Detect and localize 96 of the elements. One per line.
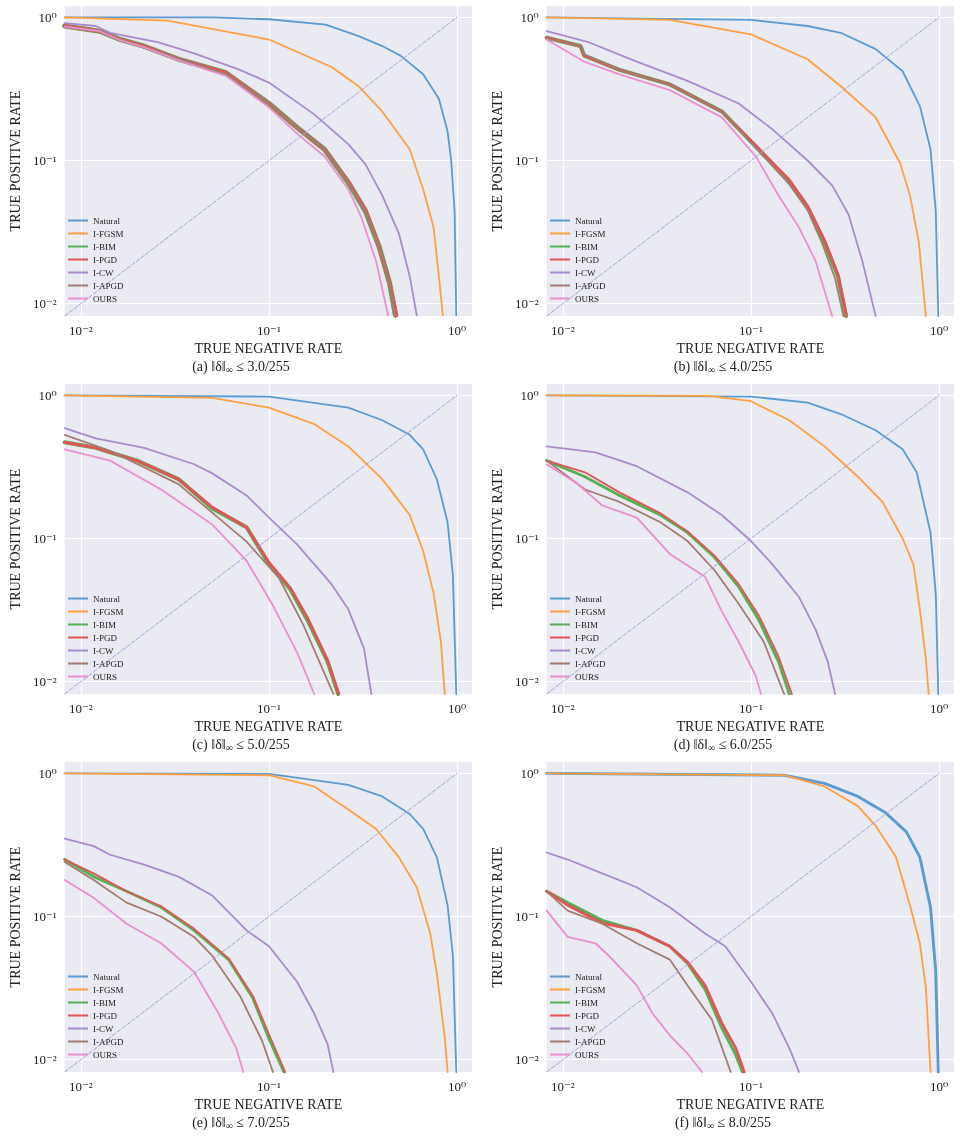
legend-label: I-FGSM (93, 606, 124, 617)
y-axis-title: TRUE POSITIVE RATE (489, 846, 505, 988)
x-tick-label: 10⁰ (448, 323, 467, 338)
y-tick-label: 10⁻² (514, 674, 539, 690)
y-tick-label: 10⁻¹ (514, 909, 539, 924)
legend-label: Natural (93, 215, 121, 226)
y-tick-label: 10⁰ (38, 765, 57, 781)
legend-label: I-FGSM (93, 228, 124, 239)
legend-label: I-FGSM (575, 984, 606, 995)
legend-label: I-APGD (93, 1036, 124, 1047)
legend-label: I-APGD (575, 1036, 606, 1047)
legend-label: Natural (575, 971, 603, 982)
legend-label: I-PGD (575, 632, 600, 643)
y-tick-label: 10⁰ (520, 9, 539, 25)
x-tick-label: 10⁻¹ (257, 323, 281, 338)
legend-label: I-APGD (575, 280, 606, 291)
legend-label: OURS (93, 1049, 118, 1060)
x-axis-title: TRUE NEGATIVE RATE (676, 719, 825, 735)
y-tick-label: 10⁻¹ (32, 153, 57, 168)
legend-label: I-CW (93, 645, 114, 656)
legend-label: I-APGD (93, 280, 124, 291)
y-tick-label: 10⁰ (38, 387, 57, 403)
legend-label: I-PGD (93, 1010, 118, 1021)
x-tick-label: 10⁰ (930, 701, 949, 716)
x-tick-label: 10⁻¹ (739, 323, 763, 338)
x-tick-label: 10⁻² (550, 323, 575, 338)
legend-label: I-BIM (93, 619, 116, 630)
legend-label: OURS (93, 293, 118, 304)
legend-label: Natural (93, 971, 121, 982)
text: (a) ‖δ‖∞ ≤ 3.0/255 (192, 358, 290, 375)
legend-label: I-APGD (575, 658, 606, 669)
y-axis-title: TRUE POSITIVE RATE (489, 90, 505, 232)
x-tick-label: 10⁰ (448, 1079, 467, 1094)
x-axis-title: TRUE NEGATIVE RATE (194, 1097, 343, 1113)
text: (f) ‖δ‖∞ ≤ 8.0/255 (674, 1114, 772, 1131)
y-tick-label: 10⁰ (520, 765, 539, 781)
legend-label: Natural (575, 215, 603, 226)
text: (e) ‖δ‖∞ ≤ 7.0/255 (192, 1114, 290, 1131)
legend-label: OURS (575, 293, 600, 304)
legend-label: I-FGSM (93, 984, 124, 995)
legend-label: Natural (93, 593, 121, 604)
x-tick-label: 10⁻¹ (739, 1079, 763, 1094)
text: (d) ‖δ‖∞ ≤ 6.0/255 (673, 736, 773, 753)
legend-label: I-BIM (575, 241, 598, 252)
y-tick-label: 10⁻¹ (514, 531, 539, 546)
x-axis-title: TRUE NEGATIVE RATE (194, 719, 343, 735)
legend-label: I-PGD (575, 254, 600, 265)
legend-label: I-PGD (93, 632, 118, 643)
y-tick-label: 10⁻² (32, 674, 57, 690)
legend-label: I-FGSM (575, 606, 606, 617)
y-tick-label: 10⁰ (38, 9, 57, 25)
legend-label: Natural (575, 593, 603, 604)
text: (b) ‖δ‖∞ ≤ 4.0/255 (673, 358, 773, 375)
legend-label: OURS (575, 1049, 600, 1060)
legend-label: I-BIM (93, 997, 116, 1008)
x-tick-label: 10⁰ (448, 701, 467, 716)
x-axis-title: TRUE NEGATIVE RATE (676, 341, 825, 357)
x-axis-title: TRUE NEGATIVE RATE (676, 1097, 825, 1113)
y-tick-label: 10⁻¹ (32, 531, 57, 546)
legend-label: I-CW (93, 1023, 114, 1034)
legend-label: OURS (575, 671, 600, 682)
legend-label: I-BIM (575, 619, 598, 630)
legend-label: I-PGD (93, 254, 118, 265)
legend-label: OURS (93, 671, 118, 682)
y-tick-label: 10⁻² (514, 296, 539, 312)
y-axis-title: TRUE POSITIVE RATE (7, 468, 23, 610)
legend-label: I-CW (93, 267, 114, 278)
legend-label: I-BIM (93, 241, 116, 252)
x-tick-label: 10⁻² (68, 1079, 93, 1094)
y-axis-title: TRUE POSITIVE RATE (7, 846, 23, 988)
x-tick-label: 10⁻² (550, 1079, 575, 1094)
x-axis-title: TRUE NEGATIVE RATE (194, 341, 343, 357)
y-tick-label: 10⁻² (32, 1052, 57, 1068)
x-tick-label: 10⁰ (930, 323, 949, 338)
legend-label: I-BIM (575, 997, 598, 1008)
x-tick-label: 10⁻¹ (257, 1079, 281, 1094)
x-tick-label: 10⁰ (930, 1079, 949, 1094)
text: (c) ‖δ‖∞ ≤ 5.0/255 (192, 736, 290, 753)
y-axis-title: TRUE POSITIVE RATE (7, 90, 23, 232)
x-tick-label: 10⁻¹ (739, 701, 763, 716)
x-tick-label: 10⁻² (68, 701, 93, 716)
x-tick-label: 10⁻² (550, 701, 575, 716)
legend-label: I-CW (575, 1023, 596, 1034)
y-axis-title: TRUE POSITIVE RATE (489, 468, 505, 610)
x-tick-label: 10⁻² (68, 323, 93, 338)
legend-label: I-PGD (575, 1010, 600, 1021)
y-tick-label: 10⁻¹ (514, 153, 539, 168)
x-tick-label: 10⁻¹ (257, 701, 281, 716)
legend-label: I-APGD (93, 658, 124, 669)
y-tick-label: 10⁻² (514, 1052, 539, 1068)
legend-label: I-FGSM (575, 228, 606, 239)
legend-label: I-CW (575, 267, 596, 278)
y-tick-label: 10⁻¹ (32, 909, 57, 924)
legend-label: I-CW (575, 645, 596, 656)
y-tick-label: 10⁰ (520, 387, 539, 403)
y-tick-label: 10⁻² (32, 296, 57, 312)
